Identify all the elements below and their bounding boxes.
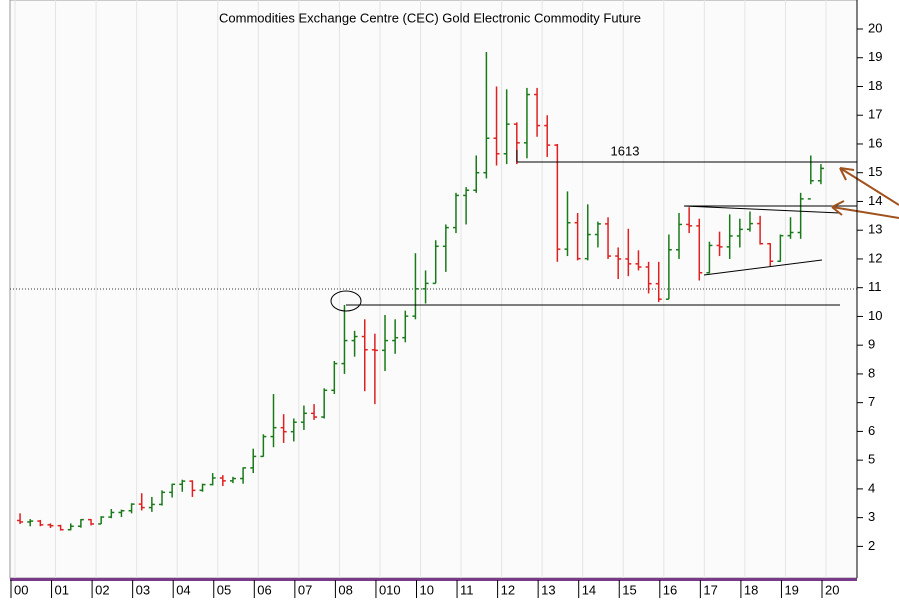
y-tick-label: 19 <box>868 49 882 64</box>
x-tick-label: 13 <box>541 582 555 597</box>
highlight-circle <box>330 290 362 312</box>
y-tick-label: 11 <box>868 279 882 294</box>
x-tick-label: 17 <box>703 582 717 597</box>
y-tick-label: 10 <box>868 308 882 323</box>
x-tick-label: 010 <box>379 582 401 597</box>
trend-line <box>703 259 823 276</box>
y-tick-label: 17 <box>868 107 882 122</box>
y-tick-label: 16 <box>868 135 882 150</box>
y-tick-label: 15 <box>868 164 882 179</box>
x-tick-label: 19 <box>784 582 798 597</box>
y-tick-label: 13 <box>868 222 882 237</box>
y-tick-label: 2 <box>868 538 875 553</box>
trend-line <box>683 205 841 214</box>
y-tick-label: 18 <box>868 78 882 93</box>
arrow-head <box>839 167 855 181</box>
x-tick-label: 11 <box>460 582 474 597</box>
x-tick-label: 07 <box>298 582 312 597</box>
y-tick-label: 6 <box>868 423 875 438</box>
x-tick-label: 00 <box>14 582 28 597</box>
y-tick-label: 14 <box>868 193 882 208</box>
x-tick-label: 03 <box>136 582 150 597</box>
y-tick-label: 3 <box>868 509 875 524</box>
x-tick-label: 16 <box>663 582 677 597</box>
y-tick-label: 9 <box>868 337 875 352</box>
x-tick-label: 15 <box>622 582 636 597</box>
x-tick-label: 06 <box>257 582 271 597</box>
y-tick-label: 12 <box>868 250 882 265</box>
x-tick-label: 04 <box>176 582 190 597</box>
y-tick-label: 4 <box>868 480 875 495</box>
y-tick-label: 7 <box>868 394 875 409</box>
x-axis-band <box>10 578 857 581</box>
y-tick-label: 5 <box>868 452 875 467</box>
x-tick-label: 20 <box>825 582 839 597</box>
annotation-label: 1613 <box>611 143 640 158</box>
x-tick-label: 01 <box>55 582 69 597</box>
y-tick-label: 8 <box>868 365 875 380</box>
x-tick-label: 05 <box>217 582 231 597</box>
arrow <box>831 206 899 219</box>
arrow-head <box>831 200 845 216</box>
x-tick-label: 08 <box>338 582 352 597</box>
chart-title: Commodities Exchange Centre (CEC) Gold E… <box>219 10 641 25</box>
arrow <box>839 167 899 206</box>
x-tick-label: 10 <box>420 582 434 597</box>
x-tick-label: 18 <box>744 582 758 597</box>
y-tick-label: 20 <box>868 20 882 35</box>
x-tick-label: 02 <box>95 582 109 597</box>
x-tick-label: 14 <box>582 582 596 597</box>
x-tick-label: 12 <box>501 582 515 597</box>
